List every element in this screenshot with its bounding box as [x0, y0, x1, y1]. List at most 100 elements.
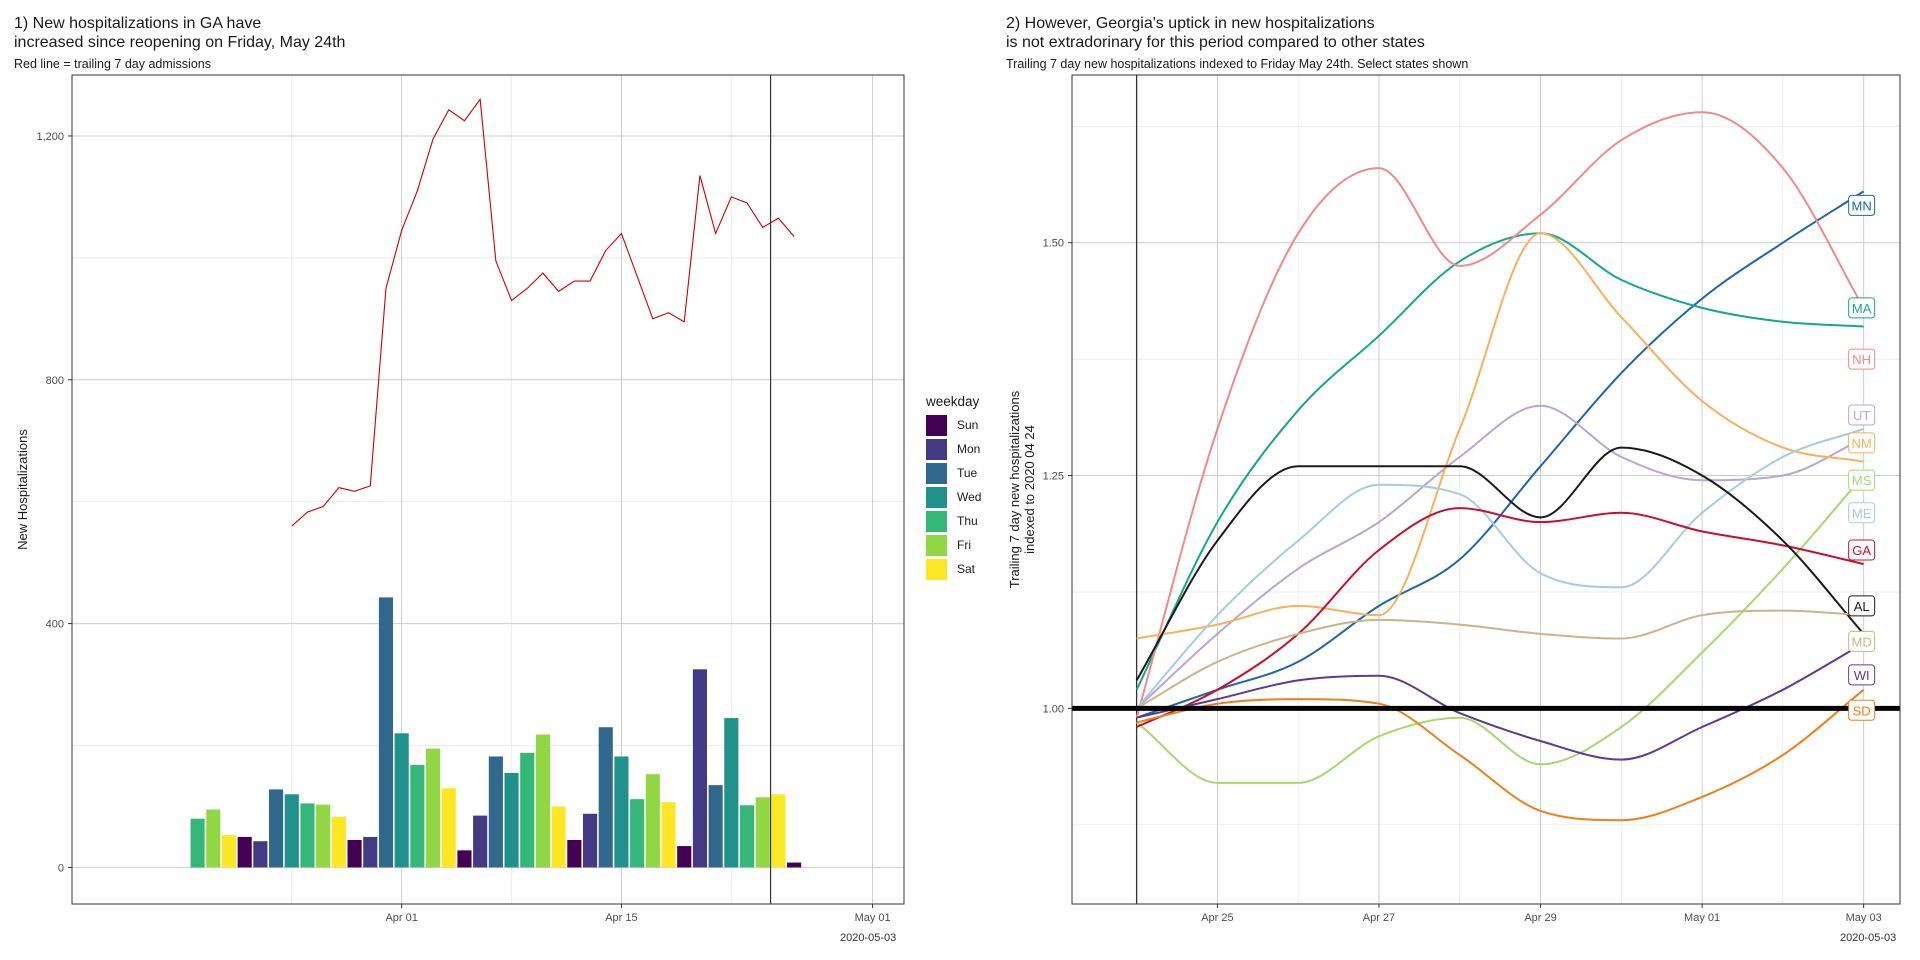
- series-line-me: [1135, 428, 1864, 710]
- end-label-nm: NM: [1852, 436, 1872, 451]
- bar-2020-04-04: [441, 788, 456, 868]
- legend-swatch: [926, 414, 947, 436]
- series-line-ms: [1136, 474, 1865, 784]
- bar-2020-04-15: [614, 756, 629, 868]
- end-label-me: ME: [1852, 506, 1872, 521]
- legend-items: Sun Mon Tue Wed Thu Fri Sat: [926, 413, 981, 581]
- bar-2020-04-08: [504, 772, 519, 868]
- bar-2020-04-20: [692, 669, 707, 868]
- legend-swatch: [926, 534, 947, 556]
- series-line-ma: [1135, 232, 1864, 691]
- bar-2020-03-24: [269, 789, 284, 868]
- bar-2020-03-21: [221, 835, 237, 868]
- x-tick-label: May 01: [855, 912, 891, 924]
- bar-2020-04-14: [598, 727, 613, 868]
- y-tick-label: 1.00: [1043, 703, 1064, 715]
- legend-label: Wed: [957, 490, 982, 504]
- bar-2020-04-02: [410, 765, 425, 868]
- end-label-sd: SD: [1853, 703, 1871, 718]
- bar-2020-03-26: [300, 803, 315, 868]
- bar-2020-04-17: [645, 774, 660, 868]
- bar-2020-04-13: [582, 813, 598, 868]
- right-chart-title: 2) However, Georgia's uptick in new hosp…: [1006, 15, 1425, 51]
- legend-swatch: [926, 558, 947, 580]
- end-label-ms: MS: [1852, 473, 1872, 488]
- legend-item-tue: Tue: [926, 461, 981, 485]
- legend-label: Sun: [957, 418, 979, 432]
- legend-item-fri: Fri: [926, 533, 981, 557]
- legend-label: Mon: [957, 442, 981, 456]
- legend-item-wed: Wed: [926, 485, 981, 509]
- end-label-mn: MN: [1852, 198, 1872, 213]
- x-tick-label: Apr 29: [1524, 912, 1556, 924]
- end-label-al: AL: [1854, 599, 1870, 614]
- trailing-7day-line: [291, 97, 795, 527]
- left-chart-title: 1) New hospitalizations in GA have incre…: [14, 15, 346, 51]
- legend-swatch: [926, 462, 947, 484]
- end-label-box-md: [1848, 630, 1876, 652]
- legend-item-mon: Mon: [926, 437, 981, 461]
- series-line-al: [1135, 446, 1865, 681]
- y-tick-label: 1.50: [1043, 238, 1064, 250]
- legend-title: weekday: [926, 394, 980, 409]
- end-label-ma: MA: [1852, 301, 1872, 316]
- end-label-box-sd: [1848, 699, 1876, 721]
- legend-label: Tue: [957, 466, 978, 480]
- x-tick-label: Apr 25: [1201, 912, 1233, 924]
- end-label-box-nh: [1848, 348, 1876, 370]
- series-line-md: [1136, 609, 1864, 710]
- legend-swatch: [926, 438, 947, 460]
- legend-label: Thu: [957, 514, 978, 528]
- legend-item-thu: Thu: [926, 509, 981, 533]
- x-tick-label: Apr 01: [385, 912, 417, 924]
- bar-2020-03-31: [378, 597, 394, 868]
- bar-2020-04-19: [677, 846, 692, 868]
- end-label-ut: UT: [1853, 408, 1870, 423]
- series-line-sd: [1136, 689, 1865, 822]
- right-chart-subtitle: Trailing 7 day new hospitalizations inde…: [1006, 57, 1469, 71]
- bar-2020-03-28: [331, 816, 346, 868]
- x-tick-label: May 03: [1846, 912, 1882, 924]
- bar-2020-04-26: [787, 862, 802, 868]
- bar-2020-03-22: [237, 836, 252, 868]
- y-tick-label: 1.25: [1043, 471, 1064, 483]
- legend-item-sun: Sun: [926, 413, 981, 437]
- bar-2020-04-23: [739, 805, 755, 868]
- bar-2020-04-16: [630, 799, 645, 868]
- y-tick-label: 400: [46, 619, 64, 631]
- bar-2020-03-19: [190, 818, 205, 868]
- right-plot: 1.00 1.25 1.50 Apr 25 Apr 27 Apr 29 May 01 May …: [1007, 74, 1901, 924]
- y-tick-label: 0: [58, 862, 64, 874]
- left-chart-caption: 2020-05-03: [840, 932, 897, 944]
- series-line-mn: [1136, 190, 1865, 719]
- bar-2020-04-05: [457, 850, 472, 868]
- left-plot: 0 400 800 1,200 Apr 01 Apr 15 May 01 New Hospit…: [15, 74, 905, 924]
- end-label-box-al: [1848, 595, 1876, 617]
- end-label-box-ut: [1848, 404, 1876, 426]
- right-chart-caption: 2020-05-03: [1840, 932, 1897, 944]
- end-label-box-ga: [1848, 539, 1876, 561]
- bar-2020-04-06: [473, 815, 488, 868]
- bar-2020-04-09: [520, 752, 535, 868]
- bar-2020-04-11: [551, 806, 566, 868]
- legend-swatch: [926, 486, 947, 508]
- bar-2020-04-10: [535, 734, 551, 868]
- series-line-ut: [1135, 404, 1865, 710]
- bar-2020-04-01: [394, 733, 409, 868]
- bar-2020-04-07: [488, 756, 503, 868]
- legend-label: Sat: [957, 562, 976, 576]
- end-label-box-ma: [1848, 297, 1876, 319]
- bar-2020-03-25: [284, 794, 299, 868]
- bar-2020-04-25: [771, 794, 786, 868]
- bar-2020-03-20: [206, 809, 221, 868]
- bar-2020-04-03: [425, 748, 441, 868]
- y-axis-title: New Hospitalizations: [15, 429, 30, 550]
- bar-2020-04-21: [708, 785, 723, 868]
- end-label-box-ms: [1848, 469, 1876, 491]
- bar-2020-03-29: [347, 839, 362, 868]
- bar-2020-03-27: [316, 804, 331, 868]
- end-label-wi: WI: [1854, 668, 1870, 683]
- legend-item-sat: Sat: [926, 557, 981, 581]
- x-tick-label: Apr 15: [605, 912, 637, 924]
